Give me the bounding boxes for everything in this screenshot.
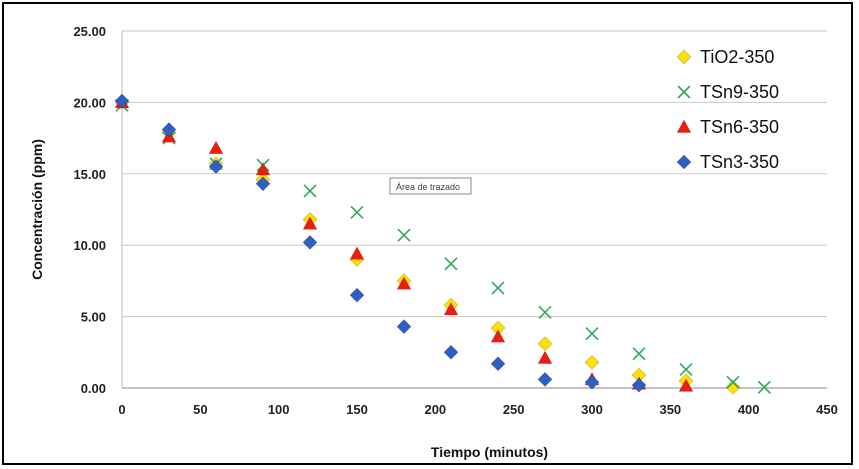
- data-point: [350, 205, 364, 219]
- x-tick-label: 400: [738, 402, 760, 417]
- data-point: [537, 350, 553, 364]
- y-tick-label: 5.00: [81, 310, 106, 325]
- x-tick-label: 50: [193, 402, 207, 417]
- data-point: [490, 329, 506, 343]
- x-axis-label: Tiempo (minutos): [431, 444, 548, 460]
- series-tsn6-350: [114, 94, 694, 392]
- legend-marker: [676, 154, 692, 170]
- data-point: [208, 140, 224, 154]
- data-point: [161, 122, 177, 137]
- x-tick-label: 0: [118, 402, 125, 417]
- x-tick-label: 450: [816, 402, 838, 417]
- data-point: [678, 378, 694, 392]
- y-tick-labels: 0.00 5.00 10.00 15.00 20.00 25.00: [73, 24, 106, 396]
- data-point: [208, 159, 224, 175]
- data-point: [114, 93, 130, 109]
- legend-item: TSn9-350: [677, 82, 779, 102]
- x-tick-label: 350: [659, 402, 681, 417]
- y-tick-label: 15.00: [73, 167, 106, 182]
- data-point: [444, 257, 458, 271]
- x-tick-labels: 0 50 100 150 200 250 300 350 400 450: [118, 402, 837, 417]
- legend-item: TSn6-350: [676, 117, 779, 137]
- data-point: [632, 347, 646, 361]
- data-point: [255, 176, 271, 192]
- data-point: [757, 380, 771, 394]
- data-point: [443, 301, 459, 316]
- data-point: [349, 246, 365, 260]
- legend-label: TSn3-350: [700, 152, 779, 172]
- legend-label: TiO2-350: [700, 47, 774, 67]
- legend-item: TiO2-350: [676, 47, 774, 67]
- x-tick-label: 100: [268, 402, 290, 417]
- x-tick-label: 300: [581, 402, 603, 417]
- data-point: [584, 354, 600, 370]
- data-point: [302, 216, 318, 230]
- legend-label: TSn9-350: [700, 82, 779, 102]
- legend-marker: [676, 49, 692, 65]
- x-tick-label: 150: [346, 402, 368, 417]
- data-point: [491, 281, 505, 295]
- y-tick-label: 25.00: [73, 24, 106, 39]
- data-point: [349, 287, 365, 303]
- data-point: [443, 344, 459, 360]
- data-point: [725, 379, 741, 395]
- y-tick-label: 20.00: [73, 95, 106, 110]
- data-points: [114, 93, 771, 395]
- data-point: [679, 362, 693, 377]
- plot-area-tooltip: Área de trazado: [389, 177, 472, 195]
- series-tsn9-350: [115, 98, 771, 394]
- data-point: [302, 234, 318, 250]
- legend-label: TSn6-350: [700, 117, 779, 137]
- legend-marker: [677, 85, 691, 99]
- x-tick-label: 250: [503, 402, 525, 417]
- data-point: [584, 374, 600, 390]
- data-point: [397, 228, 411, 242]
- axes: [121, 31, 827, 389]
- data-point: [537, 336, 553, 352]
- x-tick-label: 200: [424, 402, 446, 417]
- data-point: [396, 276, 412, 290]
- legend: TiO2-350 TSn9-350 TSn6-350 TSn3-350: [676, 47, 779, 172]
- y-tick-label: 10.00: [73, 238, 106, 253]
- data-point: [726, 375, 740, 389]
- legend-marker: [676, 119, 692, 133]
- gridlines: [122, 30, 827, 318]
- data-point: [255, 162, 271, 176]
- data-point: [537, 372, 553, 387]
- y-axis-label: Concentración (ppm): [29, 139, 45, 280]
- legend-item: TSn3-350: [676, 152, 779, 172]
- data-point: [396, 319, 412, 335]
- series-tsn3-350: [114, 93, 647, 393]
- data-point: [490, 356, 506, 372]
- data-point: [538, 305, 552, 319]
- data-point: [585, 327, 599, 341]
- y-tick-label: 0.00: [81, 381, 106, 396]
- data-point: [631, 377, 647, 393]
- data-point: [303, 184, 317, 198]
- tooltip-text: Área de trazado: [396, 182, 460, 192]
